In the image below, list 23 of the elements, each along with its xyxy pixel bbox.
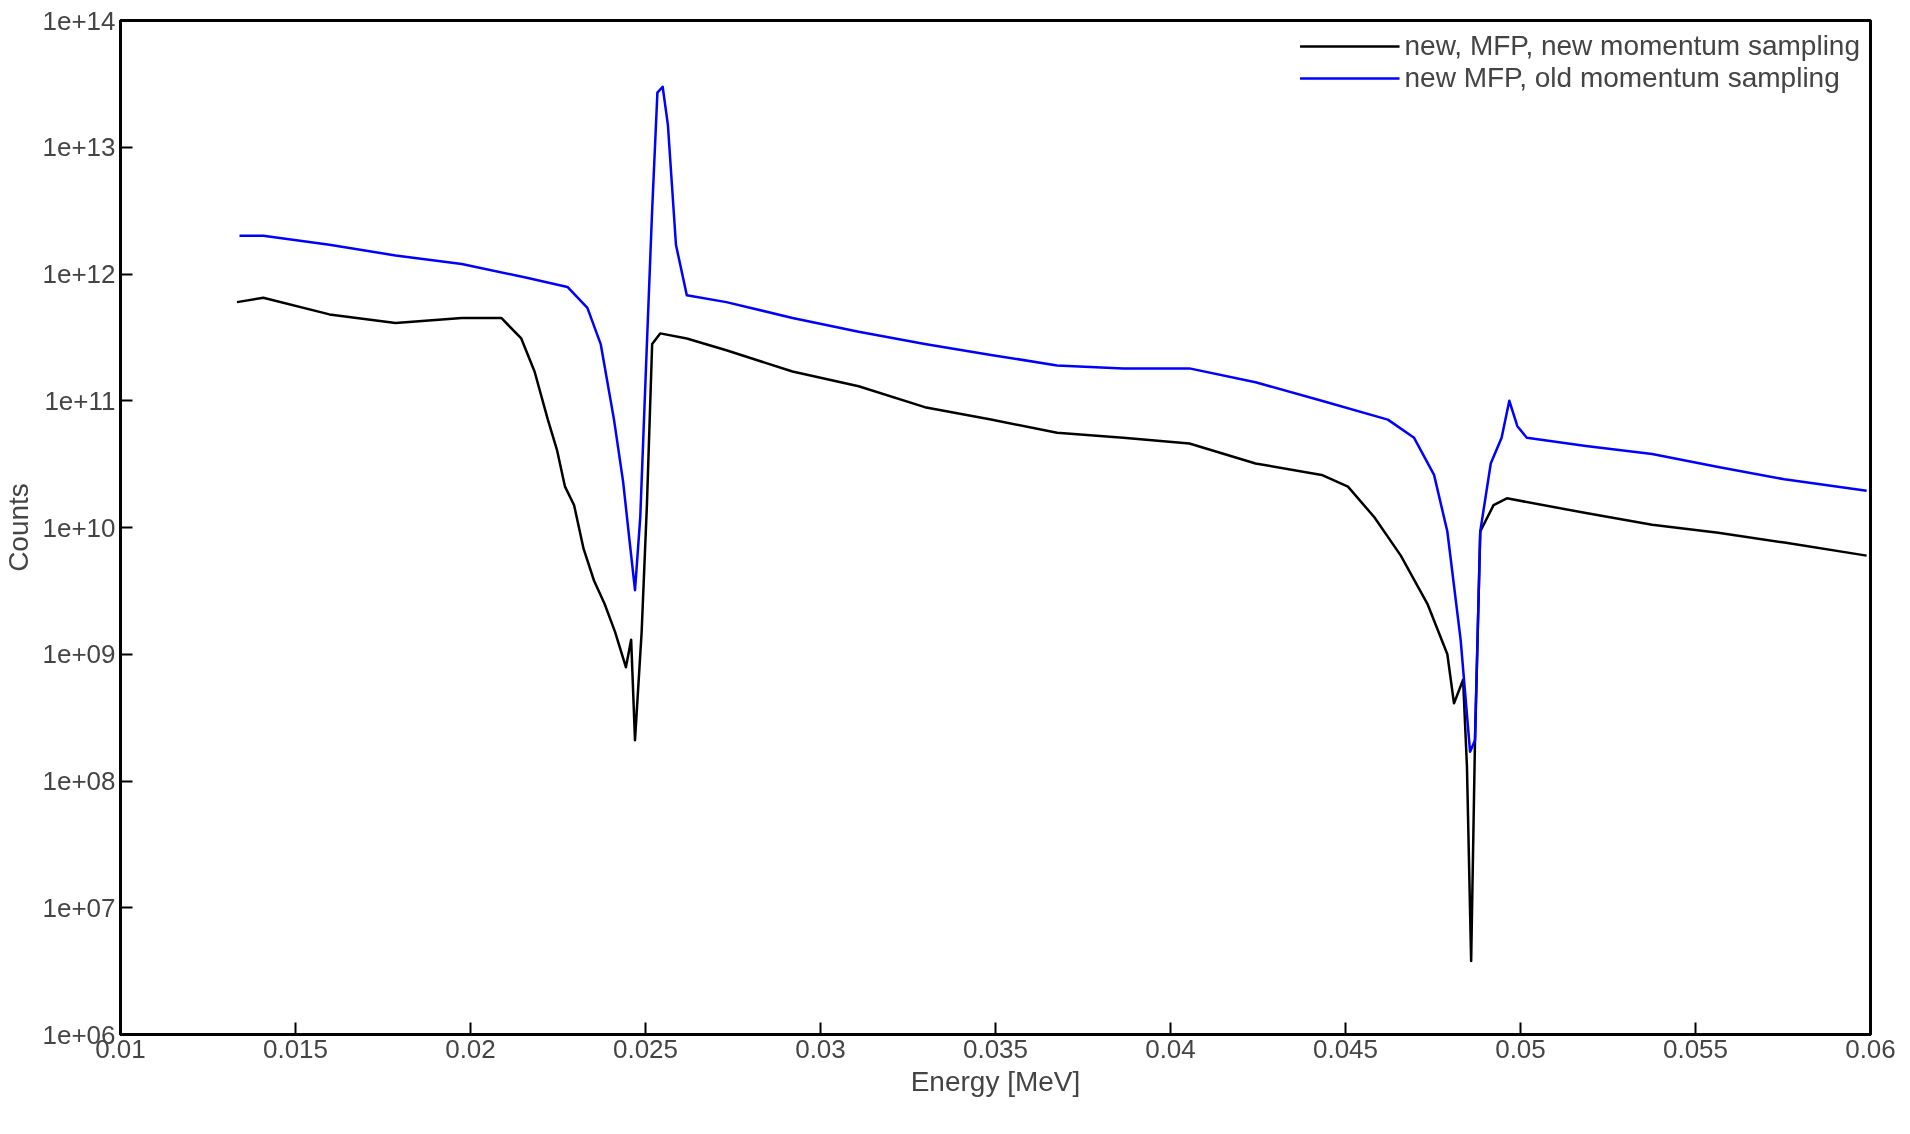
x-tick-label: 0.015 (262, 1033, 329, 1064)
legend-label: new, MFP, new momentum sampling (1404, 30, 1860, 62)
x-tick-label: 0.04 (1145, 1033, 1196, 1064)
x-tick-label: 0.025 (612, 1033, 679, 1064)
x-axis-title: Energy [MeV] (910, 1065, 1081, 1097)
y-tick-label: 1e+08 (42, 766, 116, 796)
legend-label: new MFP, old momentum sampling (1404, 62, 1840, 94)
x-tick-label: 0.03 (795, 1033, 846, 1064)
line-series (235, 296, 1868, 963)
y-axis-title: Counts (3, 483, 35, 572)
x-tick-label: 0.05 (1495, 1033, 1546, 1064)
x-tick-label: 0.06 (1845, 1033, 1896, 1064)
y-tick-label: 1e+12 (42, 259, 116, 289)
y-tick-label: 1e+10 (42, 512, 116, 543)
y-tick-label: 1e+09 (42, 639, 116, 670)
x-tick-label: 0.035 (962, 1033, 1029, 1064)
x-tick-label: 0.045 (1312, 1033, 1379, 1064)
x-tick-label: 0.02 (445, 1033, 496, 1064)
y-tick-label: 1e+13 (42, 132, 116, 163)
y-tick-label: 1e+14 (42, 5, 116, 36)
y-tick-label: 1e+11 (44, 385, 116, 416)
y-tick-label: 1e+07 (42, 892, 116, 923)
x-tick-label: 0.055 (1662, 1033, 1729, 1064)
